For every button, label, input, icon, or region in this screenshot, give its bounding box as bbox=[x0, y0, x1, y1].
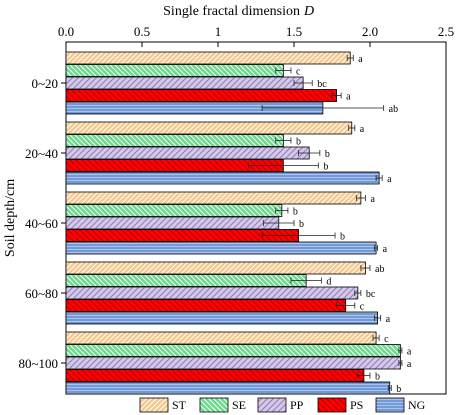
chart-title-variable: D bbox=[303, 4, 314, 19]
bar-st bbox=[65, 331, 377, 345]
bar-pp bbox=[65, 146, 310, 160]
y-category-label: 40~60 bbox=[25, 216, 58, 231]
legend-label: PP bbox=[290, 398, 304, 412]
bar-st bbox=[65, 51, 351, 65]
significance-label: a bbox=[386, 314, 391, 325]
bar-st bbox=[65, 121, 353, 135]
y-axis-label: Soil depth/cm bbox=[3, 179, 18, 257]
significance-label: c bbox=[296, 67, 301, 78]
significance-label: ab bbox=[389, 104, 398, 115]
significance-label: b bbox=[325, 149, 330, 160]
x-tick-label: 2.5 bbox=[438, 24, 454, 39]
x-tick-label: 0.5 bbox=[134, 24, 150, 39]
bar-se bbox=[65, 134, 284, 147]
legend-swatch-ps bbox=[317, 397, 347, 413]
legend-label: NG bbox=[408, 398, 426, 412]
significance-label: a bbox=[387, 174, 392, 185]
bar-ng bbox=[65, 171, 380, 185]
bar-st bbox=[65, 191, 362, 205]
significance-label: a bbox=[346, 92, 351, 103]
legend-label: SE bbox=[232, 398, 246, 412]
bar-ps bbox=[65, 299, 347, 312]
y-category-label: 80~100 bbox=[18, 356, 58, 371]
significance-label: bc bbox=[366, 289, 376, 300]
legend-swatch-pp bbox=[257, 397, 287, 413]
bar-pp bbox=[65, 76, 304, 90]
significance-label: b bbox=[323, 162, 328, 173]
significance-label: a bbox=[358, 54, 363, 65]
bar-pp bbox=[65, 216, 280, 230]
legend-swatch-st bbox=[139, 397, 169, 413]
significance-label: a bbox=[370, 194, 375, 205]
legend-label: ST bbox=[172, 398, 187, 412]
legend: ST SE PP PS NG bbox=[139, 397, 426, 413]
significance-label: d bbox=[326, 277, 331, 288]
y-category-label: 0~20 bbox=[31, 76, 58, 91]
significance-label: bc bbox=[317, 79, 327, 90]
bar-ps bbox=[65, 89, 337, 102]
bar-pp bbox=[65, 286, 359, 300]
significance-label: b bbox=[293, 207, 298, 218]
significance-label: b bbox=[375, 372, 380, 383]
legend-swatch-se bbox=[199, 397, 229, 413]
bar-se bbox=[65, 274, 307, 287]
bar-se bbox=[65, 64, 284, 77]
x-tick-label: 1 bbox=[215, 24, 222, 39]
significance-label: b bbox=[396, 384, 401, 395]
x-tick-label: 1.5 bbox=[286, 24, 302, 39]
bar-pp bbox=[65, 356, 401, 370]
legend-swatch-ng bbox=[375, 397, 405, 413]
significance-label: a bbox=[360, 124, 365, 135]
significance-label: c bbox=[360, 302, 365, 313]
significance-label: c bbox=[384, 334, 389, 345]
x-tick-label: 2.0 bbox=[362, 24, 378, 39]
bar-ng bbox=[65, 311, 379, 325]
y-category-label: 60~80 bbox=[25, 286, 58, 301]
x-axis: 0.0 0.5 1 1.5 2.0 2.5 bbox=[58, 24, 454, 47]
significance-label: b bbox=[299, 219, 304, 230]
legend-label: PS bbox=[350, 398, 363, 412]
bar-se bbox=[65, 344, 401, 357]
significance-label: b bbox=[340, 232, 345, 243]
significance-label: b bbox=[296, 137, 301, 148]
bar-ng bbox=[65, 381, 391, 395]
significance-label: ab bbox=[375, 264, 384, 275]
chart-title-main: Single fractal dimension bbox=[163, 4, 300, 19]
x-tick-label: 0.0 bbox=[58, 24, 74, 39]
significance-label: a bbox=[407, 347, 412, 358]
bar-ps bbox=[65, 369, 365, 382]
bar-st bbox=[65, 261, 366, 275]
bar-se bbox=[65, 204, 283, 217]
y-axis: 0~20 20~40 40~60 60~80 80~100 bbox=[18, 76, 66, 371]
bar-ng bbox=[65, 241, 377, 255]
y-category-label: 20~40 bbox=[25, 146, 58, 161]
significance-label: a bbox=[407, 359, 412, 370]
significance-label: a bbox=[383, 244, 388, 255]
